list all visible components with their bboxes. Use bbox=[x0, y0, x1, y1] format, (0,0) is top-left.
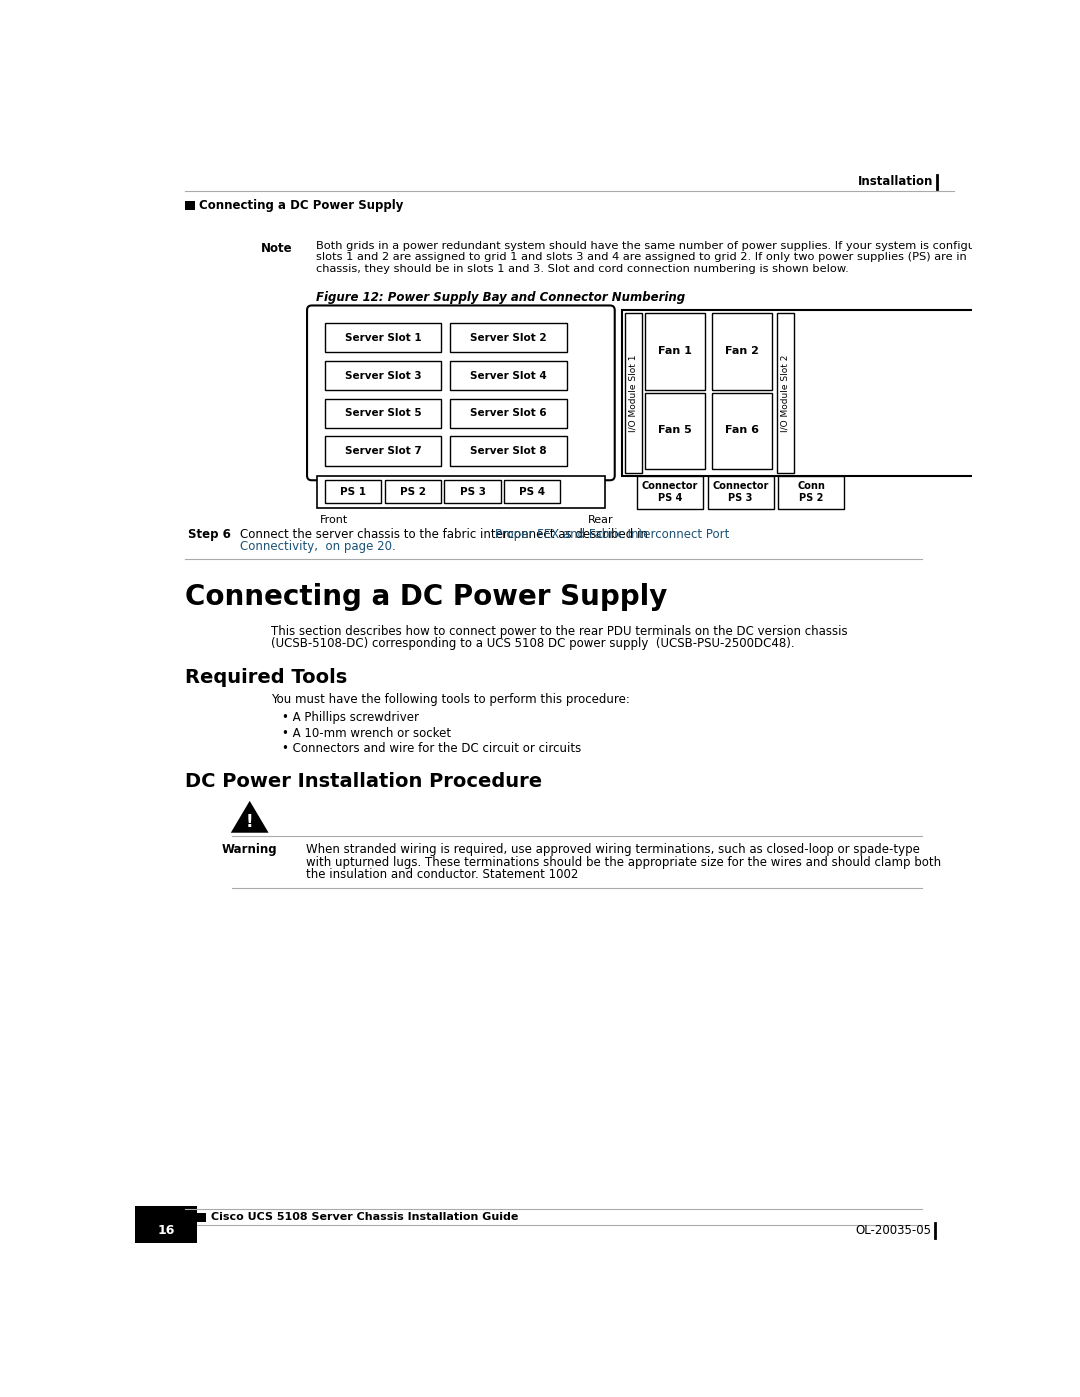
Text: Server Slot 1: Server Slot 1 bbox=[345, 332, 421, 342]
Text: I/O Module Slot 1: I/O Module Slot 1 bbox=[629, 353, 638, 432]
Bar bbox=[504, 481, 561, 503]
Text: (UCSB-5108-DC) corresponding to a UCS 5108 DC power supply  (UCSB-PSU-2500DC48).: (UCSB-5108-DC) corresponding to a UCS 51… bbox=[271, 637, 794, 651]
Bar bbox=[135, 1207, 197, 1243]
Bar bbox=[450, 323, 567, 352]
Text: with upturned lugs. These terminations should be the appropriate size for the wi: with upturned lugs. These terminations s… bbox=[306, 855, 941, 869]
Text: Connector
PS 3: Connector PS 3 bbox=[713, 482, 769, 503]
Text: Proper FEX and Fabric Interconnect Port: Proper FEX and Fabric Interconnect Port bbox=[495, 528, 729, 541]
Text: slots 1 and 2 are assigned to grid 1 and slots 3 and 4 are assigned to grid 2. I: slots 1 and 2 are assigned to grid 1 and… bbox=[315, 253, 967, 263]
Text: Conn
PS 2: Conn PS 2 bbox=[797, 482, 825, 503]
Text: PS 2: PS 2 bbox=[400, 486, 426, 497]
Bar bbox=[444, 481, 501, 503]
Bar bbox=[625, 313, 642, 472]
Text: Connectivity,  on page 20.: Connectivity, on page 20. bbox=[240, 541, 395, 553]
Text: PS 3: PS 3 bbox=[459, 486, 486, 497]
Text: OL-20035-05: OL-20035-05 bbox=[855, 1224, 932, 1236]
Text: Rear: Rear bbox=[589, 515, 613, 525]
Bar bbox=[325, 481, 381, 503]
Text: 16: 16 bbox=[158, 1224, 175, 1236]
Text: PS 4: PS 4 bbox=[519, 486, 545, 497]
Bar bbox=[384, 481, 441, 503]
Text: I/O Module Slot 2: I/O Module Slot 2 bbox=[781, 355, 789, 432]
Bar bbox=[450, 398, 567, 427]
FancyBboxPatch shape bbox=[307, 306, 615, 481]
Bar bbox=[325, 436, 441, 465]
Bar bbox=[197, 1213, 206, 1222]
Text: Fan 1: Fan 1 bbox=[658, 346, 692, 356]
Text: Server Slot 3: Server Slot 3 bbox=[345, 370, 421, 380]
Text: Server Slot 6: Server Slot 6 bbox=[470, 408, 546, 418]
Text: Step 6: Step 6 bbox=[188, 528, 230, 541]
Text: • A 10-mm wrench or socket: • A 10-mm wrench or socket bbox=[282, 726, 451, 739]
Text: Fan 5: Fan 5 bbox=[659, 425, 692, 434]
Bar bbox=[712, 393, 772, 469]
Bar bbox=[777, 313, 794, 472]
Text: Fan 2: Fan 2 bbox=[725, 346, 759, 356]
Bar bbox=[637, 475, 703, 509]
Text: • A Phillips screwdriver: • A Phillips screwdriver bbox=[282, 711, 419, 724]
Text: Connecting a DC Power Supply: Connecting a DC Power Supply bbox=[200, 198, 404, 212]
Bar bbox=[450, 360, 567, 390]
Text: Connect the server chassis to the fabric interconnect as described in: Connect the server chassis to the fabric… bbox=[240, 528, 651, 541]
Bar bbox=[325, 398, 441, 427]
Bar bbox=[450, 436, 567, 465]
Text: Connecting a DC Power Supply: Connecting a DC Power Supply bbox=[186, 584, 667, 612]
Text: • Connectors and wire for the DC circuit or circuits: • Connectors and wire for the DC circuit… bbox=[282, 742, 581, 754]
Bar bbox=[645, 393, 705, 469]
Bar bbox=[779, 475, 845, 509]
Text: Required Tools: Required Tools bbox=[186, 668, 348, 687]
Text: Server Slot 5: Server Slot 5 bbox=[345, 408, 421, 418]
Bar bbox=[318, 475, 605, 509]
Text: Server Slot 4: Server Slot 4 bbox=[470, 370, 546, 380]
Bar bbox=[707, 475, 773, 509]
Bar bbox=[712, 313, 772, 390]
Bar bbox=[622, 310, 974, 475]
Bar bbox=[325, 323, 441, 352]
Text: Server Slot 7: Server Slot 7 bbox=[345, 446, 421, 455]
Text: Server Slot 2: Server Slot 2 bbox=[470, 332, 546, 342]
Text: You must have the following tools to perform this procedure:: You must have the following tools to per… bbox=[271, 693, 630, 705]
Bar bbox=[325, 360, 441, 390]
Text: Note: Note bbox=[261, 242, 293, 256]
Text: the insulation and conductor. Statement 1002: the insulation and conductor. Statement … bbox=[306, 868, 578, 882]
Text: This section describes how to connect power to the rear PDU terminals on the DC : This section describes how to connect po… bbox=[271, 624, 847, 638]
Bar bbox=[186, 201, 194, 210]
Text: DC Power Installation Procedure: DC Power Installation Procedure bbox=[186, 773, 542, 791]
Text: Fan 6: Fan 6 bbox=[725, 425, 759, 434]
Text: Installation: Installation bbox=[858, 175, 933, 189]
Text: Front: Front bbox=[320, 515, 348, 525]
Text: Both grids in a power redundant system should have the same number of power supp: Both grids in a power redundant system s… bbox=[315, 240, 994, 251]
Text: Warning: Warning bbox=[221, 844, 278, 856]
Text: Connector
PS 4: Connector PS 4 bbox=[642, 482, 699, 503]
Text: !: ! bbox=[246, 813, 254, 831]
Text: PS 1: PS 1 bbox=[340, 486, 366, 497]
Text: Cisco UCS 5108 Server Chassis Installation Guide: Cisco UCS 5108 Server Chassis Installati… bbox=[211, 1213, 518, 1222]
Bar bbox=[645, 313, 705, 390]
Text: Server Slot 8: Server Slot 8 bbox=[470, 446, 546, 455]
Polygon shape bbox=[232, 803, 267, 831]
Text: Figure 12: Power Supply Bay and Connector Numbering: Figure 12: Power Supply Bay and Connecto… bbox=[315, 291, 685, 303]
Text: When stranded wiring is required, use approved wiring terminations, such as clos: When stranded wiring is required, use ap… bbox=[306, 844, 919, 856]
Text: chassis, they should be in slots 1 and 3. Slot and cord connection numbering is : chassis, they should be in slots 1 and 3… bbox=[315, 264, 848, 274]
